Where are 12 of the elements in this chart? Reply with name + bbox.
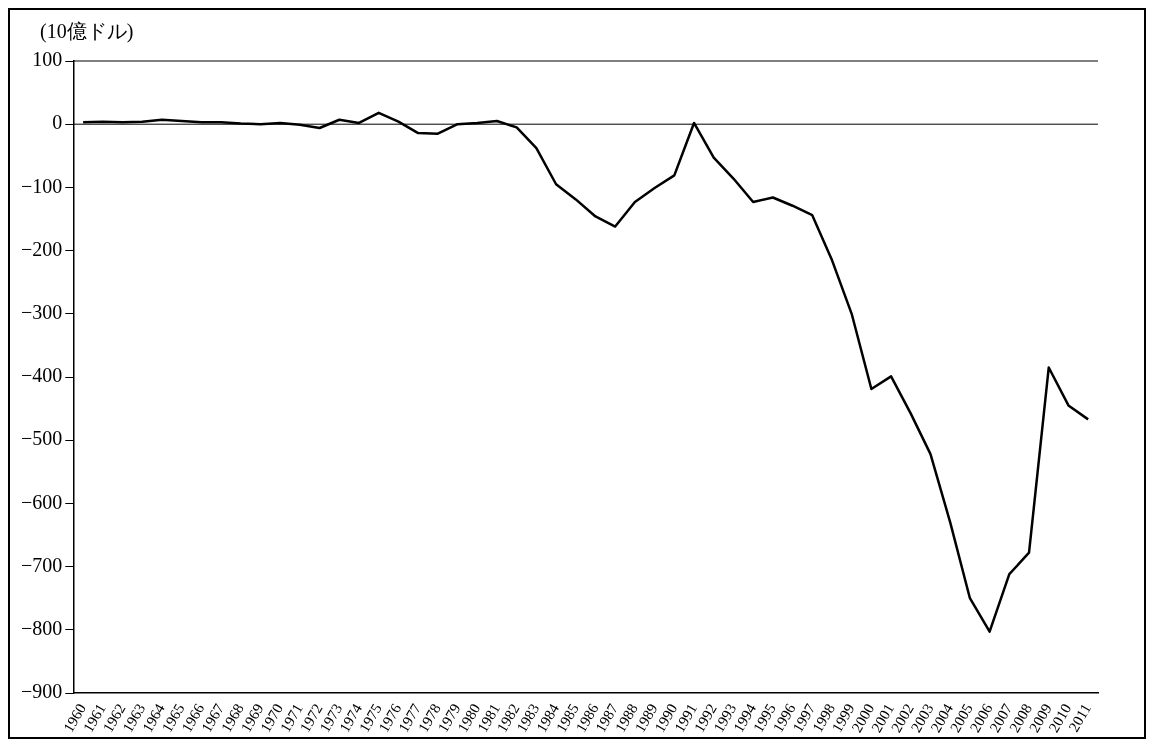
y-tick-label: −900 [21,680,63,703]
y-tick-label: −400 [21,364,63,387]
y-tick-label: −500 [21,427,63,450]
y-tick-label: −100 [21,174,63,197]
y-tick-label: −600 [21,490,63,513]
y-tick-label: −200 [21,237,63,260]
y-tick-label: −800 [21,617,63,640]
y-tick-label: 100 [32,48,63,71]
y-tick-label: 0 [52,111,63,134]
y-tick-label: −300 [21,301,63,324]
y-tick-label: −700 [21,553,63,576]
y-axis-title: (10億ドル) [40,19,134,45]
